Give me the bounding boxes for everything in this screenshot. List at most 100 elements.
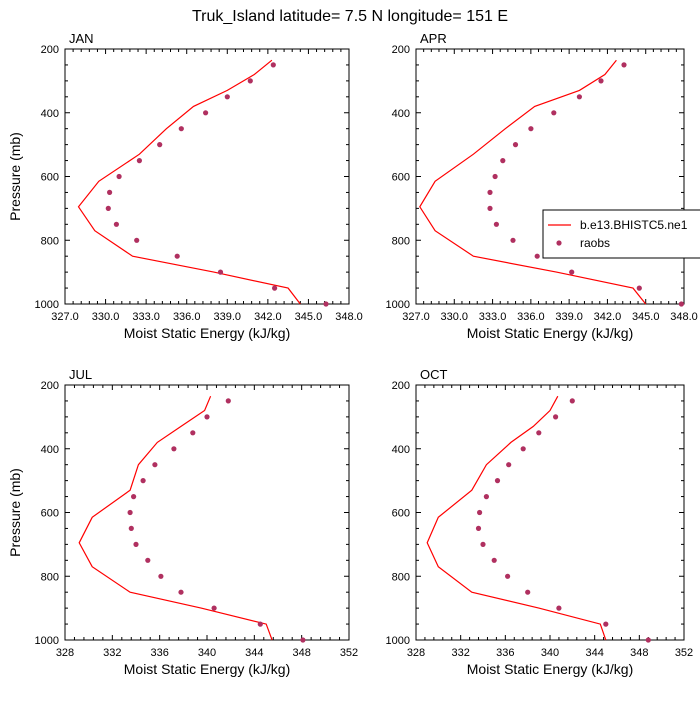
raobs-point xyxy=(534,253,540,259)
y-tick-label: 800 xyxy=(392,235,410,247)
x-tick-label: 339.0 xyxy=(555,311,583,323)
raobs-point xyxy=(493,221,499,227)
legend-label-raobs: raobs xyxy=(580,236,610,250)
x-tick-label: 345.0 xyxy=(295,311,323,323)
raobs-point xyxy=(107,189,113,195)
y-tick-label: 600 xyxy=(41,172,59,184)
y-tick-label: 1000 xyxy=(386,299,410,311)
y-tick-label: 1000 xyxy=(35,299,59,311)
x-tick-label: 344 xyxy=(585,647,603,659)
x-tick-label: 342.0 xyxy=(594,311,622,323)
x-axis-label-jul: Moist Static Energy (kJ/kg) xyxy=(124,661,291,677)
raobs-point xyxy=(500,158,506,164)
raobs-point xyxy=(569,398,575,404)
raobs-point xyxy=(528,126,534,132)
raobs-point xyxy=(556,605,562,611)
raobs-point xyxy=(505,573,511,579)
y-axis-label-jan: Pressure (mb) xyxy=(7,132,23,221)
raobs-point xyxy=(487,205,493,211)
raobs-point xyxy=(487,189,493,195)
raobs-point xyxy=(512,142,519,148)
raobs-point xyxy=(105,205,111,211)
raobs-point xyxy=(576,94,583,100)
y-axis-label-jul: Pressure (mb) xyxy=(7,468,23,557)
y-tick-label: 200 xyxy=(392,44,410,56)
x-tick-label: 348.0 xyxy=(335,311,363,323)
x-tick-label: 336.0 xyxy=(173,311,201,323)
y-tick-label: 200 xyxy=(41,44,59,56)
x-tick-label: 352 xyxy=(340,647,358,659)
y-tick-label: 400 xyxy=(392,108,410,120)
x-tick-label: 348 xyxy=(630,647,648,659)
x-tick-label: 336 xyxy=(496,647,514,659)
y-tick-label: 800 xyxy=(392,571,410,583)
panel-jan: JAN 327.0 330.0 333.0 336.0 339.0 342.0 345.0 34… xyxy=(7,31,363,341)
raobs-point xyxy=(636,285,642,291)
x-tick-label: 332 xyxy=(103,647,121,659)
panel-jul: JUL 328 332 336 340 344 348 352 200 400 600 800 1000… xyxy=(7,367,358,677)
panel-title-oct: OCT xyxy=(420,367,448,382)
raobs-point xyxy=(224,94,230,100)
figure-title: Truk_Island latitude= 7.5 N longitude= 1… xyxy=(192,8,508,25)
raobs-point xyxy=(157,142,163,148)
raobs-point xyxy=(494,478,501,484)
y-tick-label: 400 xyxy=(41,108,59,120)
y-tick-label: 200 xyxy=(41,380,59,392)
panel-title-apr: APR xyxy=(420,31,447,46)
x-tick-label: 330.0 xyxy=(441,311,469,323)
y-tick-label: 400 xyxy=(41,444,59,456)
raobs-point xyxy=(174,253,180,259)
raobs-point xyxy=(128,525,134,532)
raobs-point xyxy=(152,462,158,468)
raobs-point xyxy=(551,110,557,116)
legend-marker-swatch xyxy=(556,240,562,246)
y-tick-label: 1000 xyxy=(35,635,59,647)
raobs-point xyxy=(127,509,133,516)
raobs-point xyxy=(621,62,627,68)
raobs-point xyxy=(475,525,482,532)
x-tick-label: 344 xyxy=(245,647,263,659)
x-tick-label: 340 xyxy=(198,647,216,659)
raobs-point xyxy=(158,573,164,579)
raobs-point xyxy=(510,237,516,243)
x-tick-label: 328 xyxy=(407,647,425,659)
raobs-point xyxy=(270,62,276,68)
raobs-point xyxy=(272,285,278,291)
raobs-point xyxy=(145,557,151,563)
raobs-point xyxy=(133,541,139,548)
raobs-point xyxy=(520,446,526,452)
raobs-point xyxy=(477,509,483,516)
y-tick-label: 600 xyxy=(392,172,410,184)
y-tick-label: 600 xyxy=(392,508,410,520)
y-tick-label: 200 xyxy=(392,380,410,392)
raobs-point xyxy=(300,637,306,643)
panel-title-jul: JUL xyxy=(69,367,92,382)
model-line-jan xyxy=(77,59,301,305)
y-tick-label: 800 xyxy=(41,235,59,247)
raobs-point xyxy=(536,430,542,436)
raobs-point xyxy=(178,589,184,595)
x-tick-label: 328 xyxy=(56,647,74,659)
legend-label-model: b.e13.BHISTC5.ne1 xyxy=(580,218,688,232)
x-tick-label: 352 xyxy=(675,647,693,659)
raobs-point xyxy=(171,446,177,452)
x-tick-label: 327.0 xyxy=(402,311,430,323)
raobs-point xyxy=(492,173,498,180)
raobs-point xyxy=(553,414,559,420)
raobs-point xyxy=(190,430,196,436)
raobs-point xyxy=(140,478,146,484)
raobs-point xyxy=(116,173,122,180)
raobs-point xyxy=(211,605,217,611)
x-tick-label: 330.0 xyxy=(92,311,120,323)
raobs-point xyxy=(131,494,137,500)
y-tick-label: 400 xyxy=(392,444,410,456)
raobs-point xyxy=(136,158,142,164)
legend: b.e13.BHISTC5.ne1 raobs xyxy=(542,209,700,259)
x-tick-label: 336.0 xyxy=(517,311,545,323)
model-line-oct xyxy=(426,395,607,641)
raobs-point xyxy=(678,301,685,307)
model-line-apr xyxy=(419,59,647,305)
